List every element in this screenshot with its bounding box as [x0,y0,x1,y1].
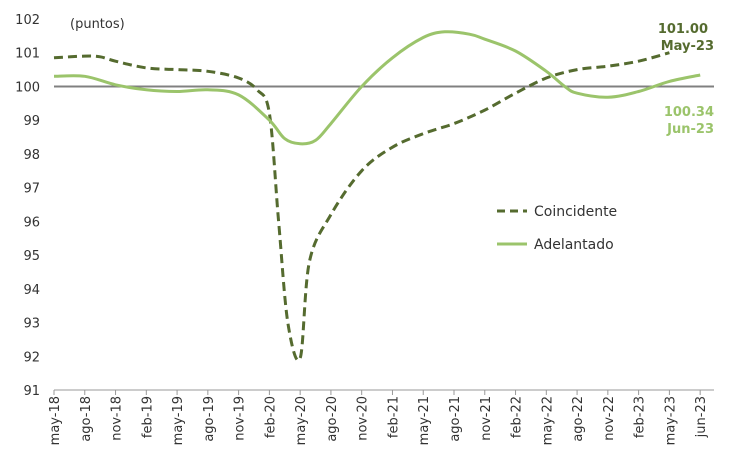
unit-label: (puntos) [70,17,125,32]
x-tick-label: feb-21 [386,396,401,438]
x-tick-label: ago-20 [325,396,340,442]
y-tick-label: 95 [23,249,40,264]
y-tick-label: 97 [23,182,40,197]
y-tick-label: 96 [23,215,40,230]
x-tick-label: nov-18 [110,396,125,441]
x-tick-label: may-23 [663,396,678,445]
y-tick-label: 98 [23,148,40,163]
y-tick-label: 100 [15,80,40,95]
x-tick-label: may-19 [171,396,186,445]
annotation-adelantado: 100.34 Jun-23 [664,105,714,137]
y-tick-label: 93 [23,317,40,332]
legend-label-coincidente: Coincidente [534,204,617,220]
y-tick-label: 92 [23,350,40,365]
series-line-coincidente [53,51,670,362]
legend: Coincidente Adelantado [497,204,617,253]
x-tick-label: jun-23 [694,396,709,438]
x-tick-label: may-18 [48,396,63,445]
y-tick-label: 91 [23,384,40,399]
x-tick-label: ago-18 [79,396,94,442]
x-tick-label: nov-20 [356,396,371,441]
series-layer [53,30,701,362]
y-tick-label: 101 [15,47,40,62]
annotation-adelantado-value: 100.34 [664,105,714,120]
x-tick-label: feb-19 [140,396,155,438]
x-tick-label: ago-22 [571,396,586,442]
x-tick-label: may-20 [294,396,309,445]
y-tick-label: 102 [15,13,40,28]
x-tick-label: ago-19 [202,396,217,442]
x-tick-label: feb-22 [510,396,525,438]
annotation-coincidente-value: 101.00 [658,22,708,37]
x-tick-label: feb-23 [633,396,648,438]
x-tick-label: ago-21 [448,396,463,442]
x-tick-label: feb-20 [263,396,278,438]
annotation-coincidente: 101.00 May-23 [658,22,714,54]
series-line-adelantado [53,30,701,146]
annotation-coincidente-date: May-23 [661,39,714,54]
x-tick-label: nov-21 [479,396,494,441]
annotation-adelantado-date: Jun-23 [666,122,714,137]
y-tick-label: 94 [23,283,40,298]
x-tick-label: may-21 [417,396,432,445]
x-tick-label: nov-22 [602,396,617,441]
legend-label-adelantado: Adelantado [534,237,614,253]
x-tick-label: nov-19 [233,396,248,441]
x-tick-label: may-22 [540,396,555,445]
y-axis-ticks: 91 92 93 94 95 96 97 98 99 100 101 102 [15,13,40,399]
x-axis: may-18 ago-18 nov-18 feb-19 may-19 ago-19 nov-… [48,389,714,445]
y-tick-label: 99 [23,114,40,129]
